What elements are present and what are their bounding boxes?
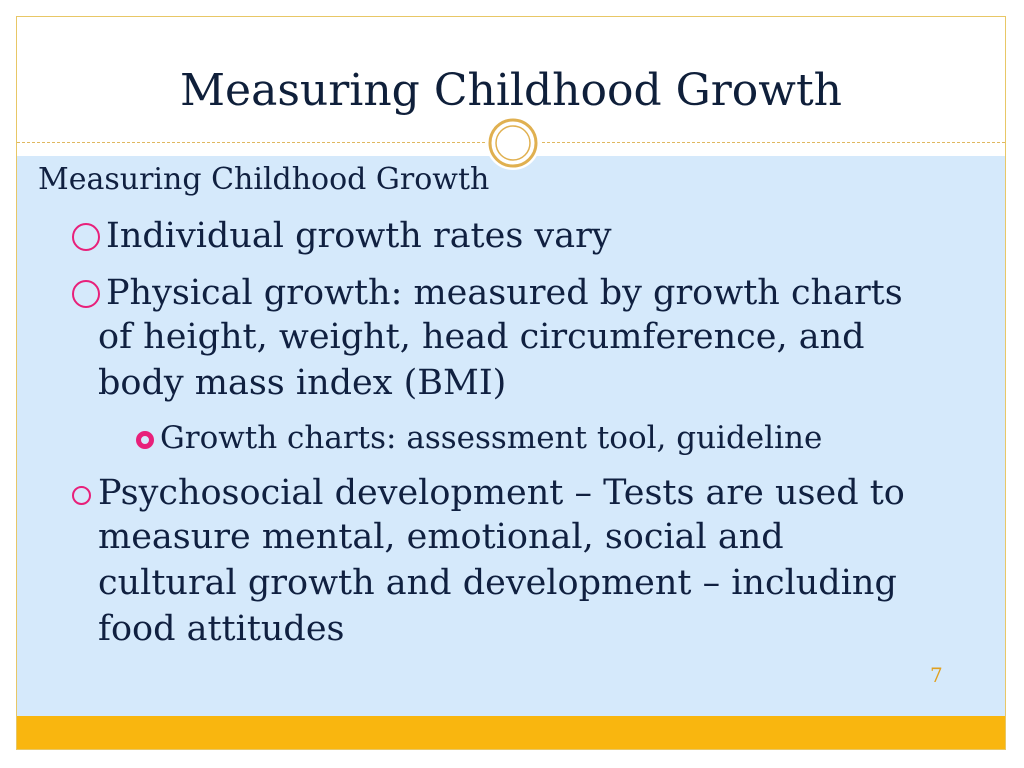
bullet-text: Psychosocial development – Tests are use… bbox=[98, 473, 905, 513]
small-hollow-circle-bullet-icon bbox=[72, 486, 91, 505]
bullet-text-continued: measure mental, emotional, social and bbox=[98, 517, 784, 557]
bullet-text-continued: food attitudes bbox=[98, 609, 345, 649]
footer-bar bbox=[17, 716, 1005, 749]
content-heading: Measuring Childhood Growth bbox=[38, 162, 490, 197]
hollow-circle-bullet-icon bbox=[72, 280, 100, 308]
sub-bullet-text: Growth charts: assessment tool, guidelin… bbox=[160, 420, 823, 456]
slide-title: Measuring Childhood Growth bbox=[180, 65, 842, 116]
page-number: 7 bbox=[930, 663, 943, 687]
bullet-text-continued: cultural growth and development – includ… bbox=[98, 563, 897, 603]
content-area bbox=[17, 156, 1005, 716]
ring-ornament-icon bbox=[486, 116, 540, 170]
bullet-text: Individual growth rates vary bbox=[106, 216, 612, 256]
bullet-text: Physical growth: measured by growth char… bbox=[106, 273, 903, 313]
hollow-circle-bullet-icon bbox=[72, 223, 100, 251]
bullet-text-continued: of height, weight, head circumference, a… bbox=[98, 317, 865, 357]
filled-ring-bullet-icon bbox=[136, 431, 154, 449]
bullet-text-continued: body mass index (BMI) bbox=[98, 363, 507, 403]
